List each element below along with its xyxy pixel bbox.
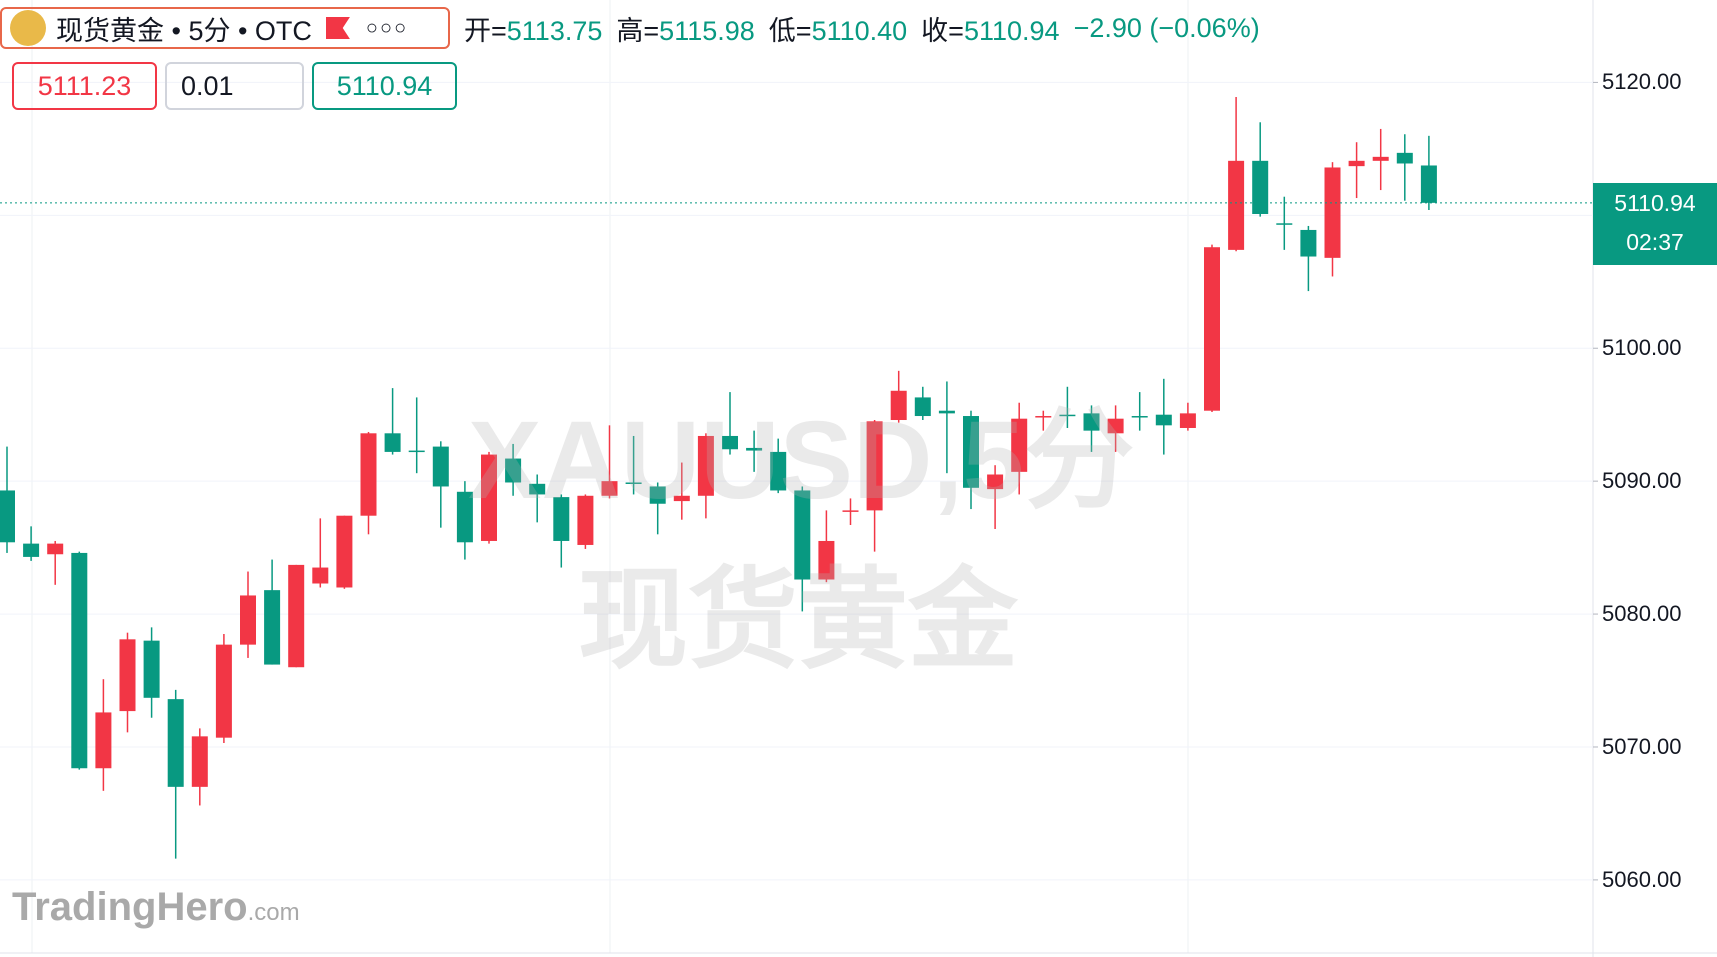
ohlc-value: 5115.98 xyxy=(659,15,755,46)
candle-body xyxy=(890,390,907,421)
candle-body xyxy=(1324,167,1341,258)
candle-body xyxy=(529,483,546,495)
candle-body xyxy=(1059,414,1076,417)
y-tick-label: 5120.00 xyxy=(1602,69,1682,95)
candle-body xyxy=(987,474,1004,490)
candle-body xyxy=(625,482,642,484)
candle-body xyxy=(794,490,811,580)
ohlc-value: 5110.40 xyxy=(811,15,908,46)
last-price-label: 5110.94 xyxy=(1593,182,1717,223)
candle-body xyxy=(119,639,136,712)
candle-body xyxy=(1107,418,1124,434)
symbol-icon xyxy=(10,10,46,46)
candle-body xyxy=(0,490,15,543)
ohlc-item: 高=5115.98 xyxy=(616,9,754,48)
candle-body xyxy=(432,446,449,487)
header: 现货黄金 • 5分 • OTC ○○○ 开=5113.75 高=5115.98 低=… xyxy=(0,5,1260,51)
candle-body xyxy=(336,515,353,588)
countdown-label: 02:37 xyxy=(1593,222,1717,265)
candle-body xyxy=(1300,229,1317,257)
ohlc-label: 开= xyxy=(464,15,507,46)
y-tick-label: 5070.00 xyxy=(1602,733,1682,759)
candle-body xyxy=(1420,165,1437,203)
candle-body xyxy=(697,435,714,496)
candle-body xyxy=(143,640,160,698)
sell-box[interactable]: 5111.23 xyxy=(12,62,157,110)
candle-body xyxy=(866,421,883,511)
candle-body xyxy=(1348,160,1365,167)
candle-body xyxy=(95,712,112,769)
candle-body xyxy=(456,491,473,543)
change: −2.90 (−0.06%) xyxy=(1073,12,1260,43)
candle-body xyxy=(842,510,859,512)
candle-body xyxy=(1035,416,1052,418)
candle-body xyxy=(23,543,40,557)
ohlc-value: 5113.75 xyxy=(506,15,603,46)
watermark: XAUUSD,5分 xyxy=(468,399,1135,522)
y-tick-label: 5090.00 xyxy=(1602,468,1682,494)
ohlc-label: 高= xyxy=(616,15,660,46)
ohlc-label: 收= xyxy=(921,15,964,46)
candle-body xyxy=(1252,160,1269,214)
y-tick-label: 5080.00 xyxy=(1602,601,1682,627)
candle-body xyxy=(553,497,570,541)
logo-suffix: .com xyxy=(247,899,300,926)
candle-body xyxy=(167,699,184,787)
candle-body xyxy=(1011,418,1028,472)
more-icon[interactable]: ○○○ xyxy=(365,16,409,39)
candle-body xyxy=(1083,413,1100,431)
candle-body xyxy=(1372,156,1389,161)
candle-body xyxy=(938,410,955,414)
candle-body xyxy=(408,450,425,453)
candle-body xyxy=(481,454,497,541)
candle-body xyxy=(191,736,208,787)
candle-body xyxy=(601,481,618,496)
candle-body xyxy=(722,435,738,450)
buy-box[interactable]: 5110.94 xyxy=(312,62,457,110)
ohlc-label: 低= xyxy=(768,15,812,46)
logo-name: TradingHero xyxy=(12,885,248,929)
candle-body xyxy=(215,644,232,738)
candle-body xyxy=(505,458,522,483)
candle-body xyxy=(384,433,401,452)
candle-body xyxy=(1276,223,1293,225)
ohlc-legend: 开=5113.75 高=5115.98 低=5110.40 收=5110.94 xyxy=(464,9,1060,48)
y-tick-label: 5060.00 xyxy=(1602,866,1682,892)
candle-body xyxy=(1131,416,1148,418)
candle-body xyxy=(649,486,666,504)
watermark: 现货黄金 xyxy=(578,559,1018,682)
logo: TradingHero.com xyxy=(12,885,300,930)
candle-body xyxy=(1396,152,1413,164)
ohlc-item: 收=5110.94 xyxy=(921,9,1059,48)
candle-body xyxy=(312,567,329,584)
spread-box: 0.01 xyxy=(165,62,304,110)
flag-icon xyxy=(325,17,350,39)
candle-body xyxy=(1179,413,1196,428)
candle-body xyxy=(914,397,931,417)
candle-body xyxy=(770,451,787,491)
candle-body xyxy=(673,495,690,502)
ohlc-item: 开=5113.75 xyxy=(464,9,602,48)
candle-body xyxy=(963,416,979,488)
candle-body xyxy=(577,495,594,545)
candle-body xyxy=(288,564,305,668)
y-tick-label: 5100.00 xyxy=(1602,335,1682,361)
candle-body xyxy=(818,540,835,580)
ohlc-value: 5110.94 xyxy=(963,15,1060,46)
candle-body xyxy=(360,433,377,516)
candle-body xyxy=(47,543,64,555)
candle-body xyxy=(240,595,256,645)
candle-body xyxy=(1155,414,1172,426)
symbol-title: 现货黄金 • 5分 • OTC xyxy=(56,15,312,46)
candle-body xyxy=(264,590,281,665)
candle-body xyxy=(1228,160,1245,250)
symbol-box[interactable]: 现货黄金 • 5分 • OTC ○○○ xyxy=(0,7,450,49)
candle-body xyxy=(1204,247,1220,411)
candle-body xyxy=(746,447,763,451)
ohlc-item: 低=5110.40 xyxy=(769,9,907,48)
candle-body xyxy=(71,552,88,769)
